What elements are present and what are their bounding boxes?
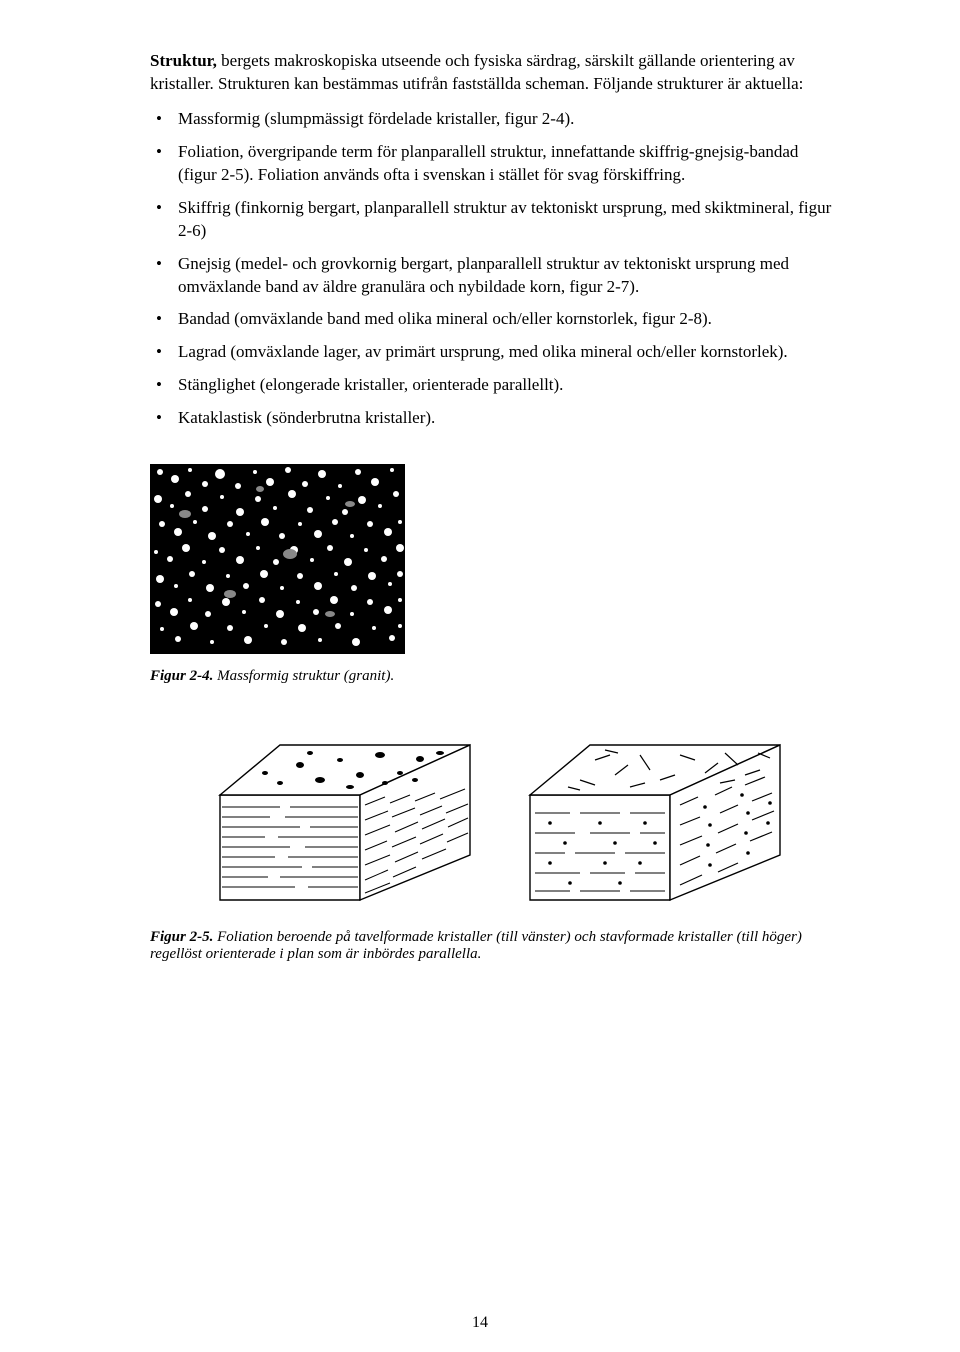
figure-2-4: Figur 2-4. Massformig struktur (granit). [150, 464, 840, 685]
page: Struktur, bergets makroskopiska utseende… [0, 0, 960, 1352]
figure-2-5-label: Figur 2-5. [150, 929, 213, 945]
intro-rest: bergets makroskopiska utseende och fysis… [150, 51, 803, 93]
list-item: Bandad (omväxlande band med olika minera… [150, 308, 840, 331]
foliation-cube-left [210, 725, 480, 905]
list-item: Skiffrig (finkornig bergart, planparalle… [150, 197, 840, 243]
list-item: Lagrad (omväxlande lager, av primärt urs… [150, 341, 840, 364]
intro-paragraph: Struktur, bergets makroskopiska utseende… [150, 50, 840, 96]
intro-bold: Struktur, [150, 51, 217, 70]
figure-2-5-caption: Figur 2-5. Foliation beroende på tavelfo… [150, 929, 840, 963]
figure-2-4-caption: Figur 2-4. Massformig struktur (granit). [150, 668, 840, 685]
list-item: Gnejsig (medel- och grovkornig bergart, … [150, 253, 840, 299]
list-item: Massformig (slumpmässigt fördelade krist… [150, 108, 840, 131]
bullet-list: Massformig (slumpmässigt fördelade krist… [150, 108, 840, 430]
page-number: 14 [0, 1314, 960, 1332]
list-item: Stänglighet (elongerade kristaller, orie… [150, 374, 840, 397]
granite-texture-svg [150, 464, 405, 654]
list-item: Foliation, övergripande term för planpar… [150, 141, 840, 187]
figure-2-5-desc: Foliation beroende på tavelformade krist… [150, 929, 802, 962]
figure-2-4-label: Figur 2-4. [150, 668, 213, 684]
granite-texture-image [150, 464, 405, 654]
figure-2-4-desc: Massformig struktur (granit). [213, 668, 394, 684]
foliation-cube-right [520, 725, 790, 905]
list-item: Kataklastisk (sönderbrutna kristaller). [150, 407, 840, 430]
figure-2-5-pair [210, 725, 840, 905]
